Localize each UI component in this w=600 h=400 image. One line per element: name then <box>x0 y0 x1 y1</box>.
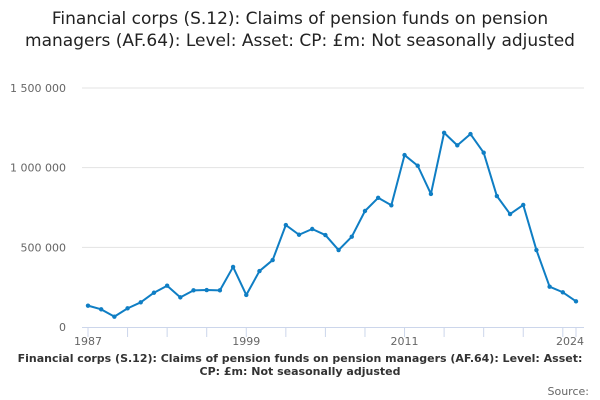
data-point <box>85 303 91 308</box>
x-tick-label: 1987 <box>74 335 102 348</box>
y-tick-label: 0 <box>59 321 66 334</box>
data-point <box>323 232 328 238</box>
chart-title: Financial corps (S.12): Claims of pensio… <box>25 9 575 51</box>
x-tick-label: 2011 <box>391 335 419 348</box>
data-point <box>310 226 315 232</box>
data-point <box>112 314 117 319</box>
data-point <box>494 193 500 199</box>
x-tick-label: 1999 <box>232 335 260 348</box>
data-point <box>191 288 196 293</box>
data-point <box>230 264 236 270</box>
series-line <box>87 131 577 318</box>
data-point <box>402 152 407 158</box>
data-point <box>468 131 473 137</box>
data-point <box>125 306 130 311</box>
line-chart: 0 500 000 1 000 000 1 500 000 1987 1999 2011 20… <box>10 82 584 348</box>
data-point <box>389 203 394 208</box>
data-point <box>573 299 579 304</box>
x-tick-label: 2024 <box>556 335 584 348</box>
y-tick-label: 500 000 <box>21 241 67 254</box>
data-point <box>296 232 302 237</box>
series-caption: Financial corps (S.12): Claims of pensio… <box>17 352 583 378</box>
data-point <box>428 191 434 197</box>
data-point <box>415 163 420 168</box>
data-point <box>455 143 460 148</box>
data-point <box>547 284 552 289</box>
data-point <box>164 283 170 288</box>
data-point <box>534 247 539 253</box>
data-point <box>138 300 143 305</box>
data-point <box>204 287 209 293</box>
data-point <box>560 290 566 295</box>
data-point <box>362 208 368 214</box>
y-tick-label: 1 000 000 <box>10 162 66 175</box>
data-point <box>283 222 289 228</box>
data-point <box>441 130 447 135</box>
data-point <box>151 290 157 295</box>
data-point <box>375 195 381 200</box>
data-point <box>481 150 486 155</box>
data-point <box>507 211 513 217</box>
data-point <box>270 257 275 263</box>
data-point <box>98 307 104 312</box>
data-point <box>349 234 354 239</box>
data-point <box>521 202 526 208</box>
source-label: Source: <box>547 385 590 398</box>
data-point <box>217 288 223 293</box>
y-tick-label: 1 500 000 <box>10 82 66 95</box>
data-point <box>244 292 249 298</box>
data-point <box>336 247 341 253</box>
data-point <box>257 268 262 274</box>
data-point <box>178 295 183 300</box>
